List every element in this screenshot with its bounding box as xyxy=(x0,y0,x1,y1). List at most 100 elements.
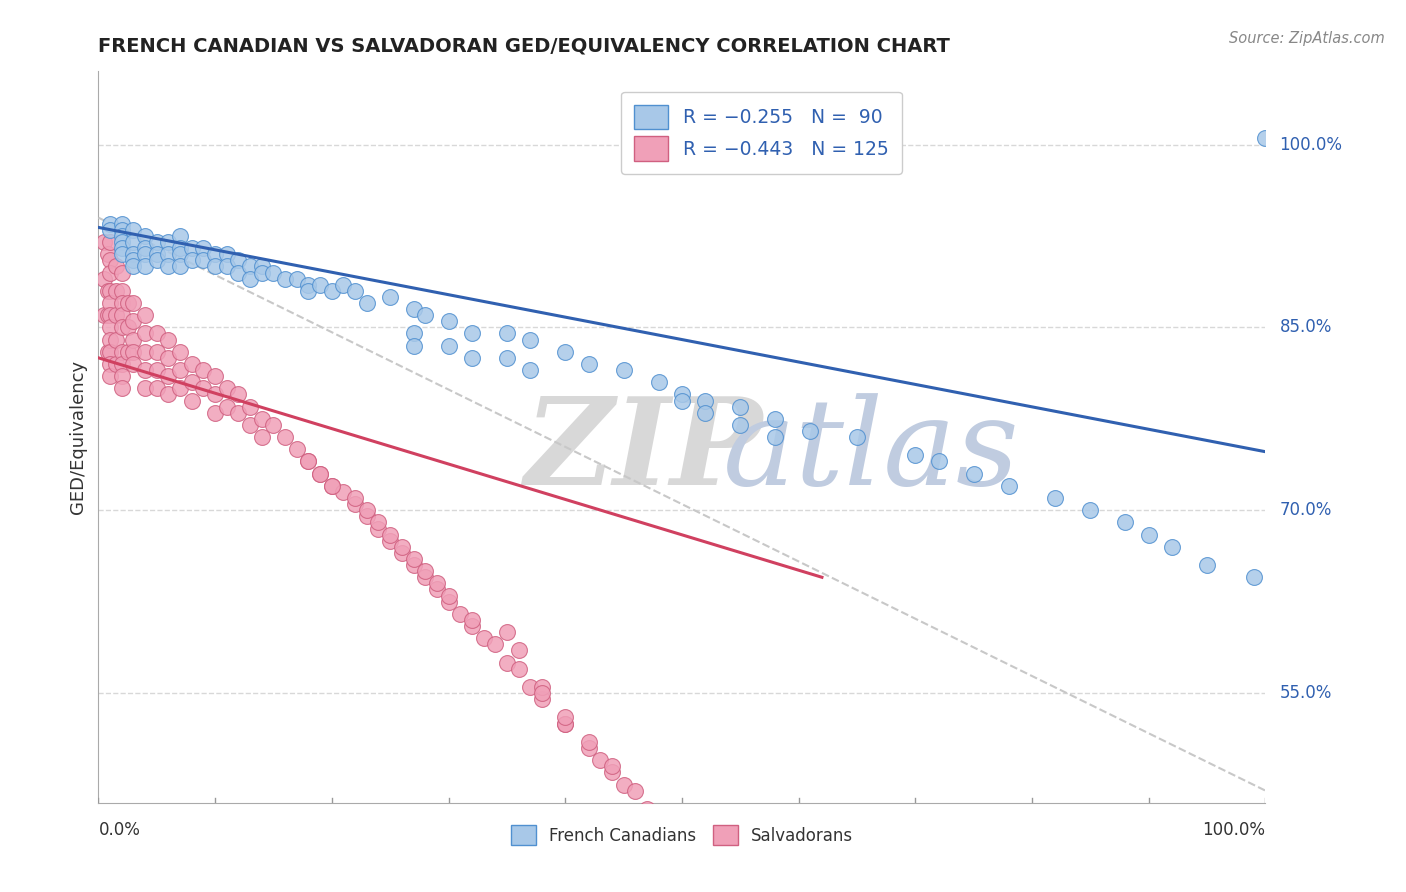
Point xyxy=(104,260,127,274)
Point xyxy=(239,260,262,274)
Point xyxy=(297,277,319,292)
Point xyxy=(309,467,332,481)
Point xyxy=(169,381,191,395)
Point xyxy=(928,454,950,468)
Point xyxy=(111,266,134,280)
Point xyxy=(530,680,553,694)
Point xyxy=(250,260,273,274)
Point xyxy=(215,381,238,395)
Point xyxy=(763,430,786,444)
Point xyxy=(134,308,156,322)
Point xyxy=(204,387,226,401)
Point xyxy=(413,570,436,584)
Point xyxy=(647,808,669,822)
Point xyxy=(239,400,262,414)
Point xyxy=(134,241,156,255)
Text: 100.0%: 100.0% xyxy=(1279,136,1343,153)
Point xyxy=(367,521,389,535)
Point xyxy=(111,320,134,334)
Point xyxy=(262,417,284,432)
Point xyxy=(391,540,413,554)
Point xyxy=(98,320,121,334)
Point xyxy=(111,247,134,261)
Point xyxy=(380,527,402,541)
Point xyxy=(93,235,115,249)
Point xyxy=(180,376,202,390)
Point xyxy=(228,387,250,401)
Point xyxy=(437,595,460,609)
Text: 70.0%: 70.0% xyxy=(1279,501,1331,519)
Point xyxy=(193,253,215,268)
Point xyxy=(98,308,121,322)
Point xyxy=(530,686,553,700)
Point xyxy=(104,284,127,298)
Point xyxy=(309,277,332,292)
Point xyxy=(134,260,156,274)
Point xyxy=(449,607,471,621)
Point xyxy=(111,284,134,298)
Point xyxy=(122,344,145,359)
Point xyxy=(321,284,343,298)
Point xyxy=(624,783,647,797)
Point xyxy=(122,357,145,371)
Point xyxy=(659,826,682,840)
Point xyxy=(274,271,297,285)
Point xyxy=(204,247,226,261)
Point xyxy=(613,363,636,377)
Point xyxy=(98,333,121,347)
Point xyxy=(519,333,541,347)
Point xyxy=(97,344,120,359)
Point xyxy=(1161,540,1184,554)
Point xyxy=(204,260,226,274)
Text: 100.0%: 100.0% xyxy=(1202,822,1265,839)
Point xyxy=(104,308,127,322)
Point xyxy=(344,284,367,298)
Point xyxy=(193,363,215,377)
Point xyxy=(146,326,169,341)
Point xyxy=(239,271,262,285)
Point xyxy=(554,710,576,724)
Point xyxy=(157,333,180,347)
Point xyxy=(250,266,273,280)
Point xyxy=(613,778,636,792)
Point xyxy=(496,351,519,365)
Point xyxy=(239,417,262,432)
Point xyxy=(600,765,623,780)
Point xyxy=(93,308,115,322)
Point xyxy=(111,228,134,243)
Point xyxy=(134,326,156,341)
Point xyxy=(98,253,121,268)
Point xyxy=(250,430,273,444)
Point xyxy=(117,320,139,334)
Point xyxy=(228,253,250,268)
Point xyxy=(215,260,238,274)
Point xyxy=(117,344,139,359)
Point xyxy=(146,235,169,249)
Text: Source: ZipAtlas.com: Source: ZipAtlas.com xyxy=(1229,31,1385,46)
Point xyxy=(554,344,576,359)
Point xyxy=(402,302,425,317)
Point xyxy=(578,735,600,749)
Point xyxy=(554,716,576,731)
Point xyxy=(215,247,238,261)
Point xyxy=(437,314,460,328)
Point xyxy=(157,387,180,401)
Point xyxy=(846,430,869,444)
Point xyxy=(671,832,693,847)
Point xyxy=(262,266,284,280)
Point xyxy=(321,479,343,493)
Point xyxy=(98,217,121,231)
Point xyxy=(671,838,693,853)
Point xyxy=(344,497,367,511)
Point xyxy=(98,266,121,280)
Point xyxy=(461,619,484,633)
Point xyxy=(104,333,127,347)
Text: atlas: atlas xyxy=(723,393,1019,510)
Point xyxy=(111,241,134,255)
Point xyxy=(157,260,180,274)
Point xyxy=(146,253,169,268)
Point xyxy=(169,228,191,243)
Point xyxy=(763,412,786,426)
Point xyxy=(134,247,156,261)
Point xyxy=(1254,131,1277,145)
